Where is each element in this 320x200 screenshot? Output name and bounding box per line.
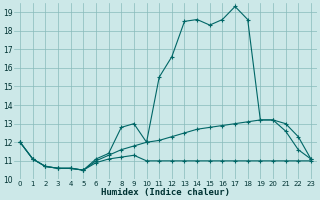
X-axis label: Humidex (Indice chaleur): Humidex (Indice chaleur) (101, 188, 230, 197)
